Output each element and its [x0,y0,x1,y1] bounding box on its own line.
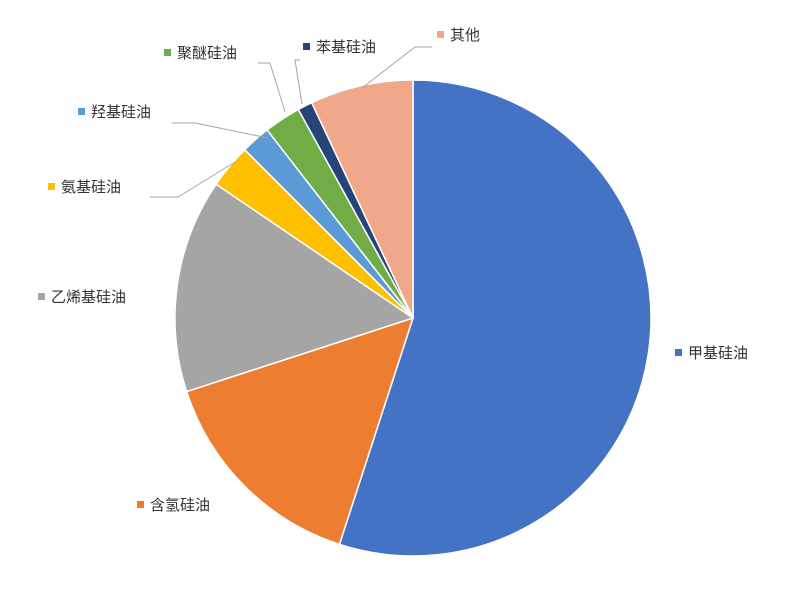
slice-label: 聚醚硅油 [177,44,237,62]
legend-swatch [48,183,55,190]
legend-swatch [137,501,144,508]
slice-label: 乙烯基硅油 [51,288,126,306]
legend-swatch [164,49,171,56]
slice-label: 氨基硅油 [61,178,121,196]
slice-label: 其他 [450,26,480,44]
legend-swatch [437,31,444,38]
legend-swatch [78,108,85,115]
leader-line [361,46,432,89]
slice-label: 含氢硅油 [150,496,210,514]
legend-swatch [303,43,310,50]
slice-label: 羟基硅油 [91,103,151,121]
slice-label: 甲基硅油 [688,344,748,362]
pie-slice [338,79,652,557]
legend-swatch [38,293,45,300]
leader-line [294,59,303,105]
leader-line [258,62,286,113]
leader-line [172,122,269,139]
slice-label: 苯基硅油 [316,38,376,56]
pie-slice [174,183,415,393]
pie-slice [185,316,415,546]
pie-slice [310,79,414,319]
leader-line [150,161,236,198]
legend-swatch [675,349,682,356]
